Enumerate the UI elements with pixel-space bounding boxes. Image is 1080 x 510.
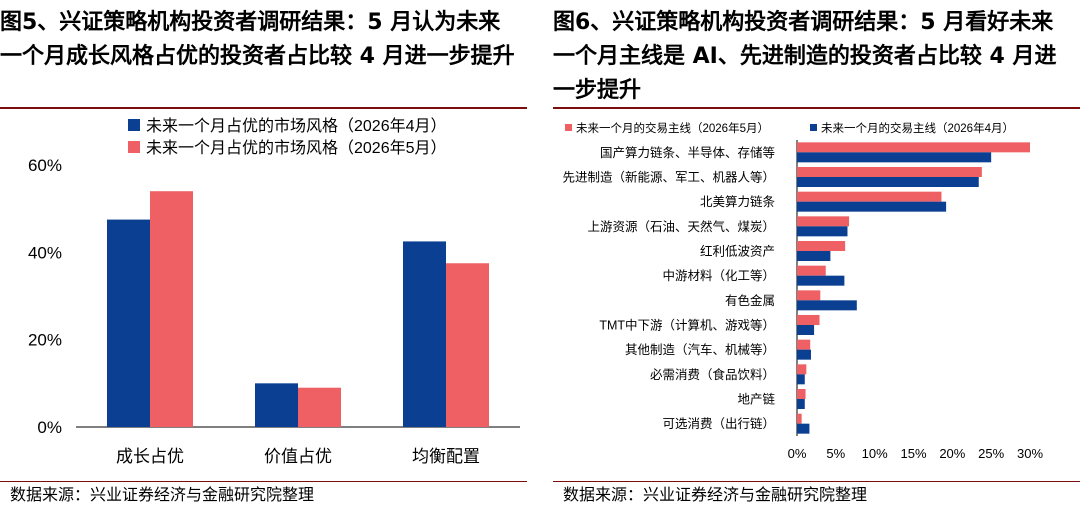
- bar: [107, 219, 150, 427]
- bar: [797, 300, 857, 311]
- legend-swatch: [565, 124, 572, 131]
- bar: [797, 226, 848, 237]
- bar: [797, 241, 846, 251]
- legend-swatch: [810, 124, 817, 131]
- bar: [797, 364, 807, 375]
- y-category-label: 国产算力链条、半导体、存储等: [600, 145, 775, 160]
- title-divider: [553, 107, 1080, 109]
- bottom-divider: [0, 481, 527, 482]
- title-divider: [0, 107, 527, 109]
- x-category-label: 均衡配置: [412, 447, 480, 466]
- x-tick-label: 10%: [862, 446, 888, 461]
- bar: [403, 241, 446, 427]
- bar: [797, 265, 826, 276]
- bar: [797, 399, 805, 409]
- bar: [797, 325, 815, 335]
- x-category-label: 价值占优: [264, 447, 332, 466]
- bar: [298, 387, 341, 427]
- y-category-label: TMT中下游（计算机、游戏等）: [599, 318, 775, 333]
- legend-swatch: [128, 141, 140, 153]
- x-tick-label: 5%: [826, 446, 845, 461]
- x-category-label: 成长占优: [116, 447, 184, 466]
- bar: [797, 152, 992, 163]
- bar: [150, 191, 193, 427]
- bar: [797, 191, 942, 202]
- bar: [797, 177, 979, 187]
- y-tick-label: 40%: [28, 243, 62, 262]
- bar: [797, 167, 982, 177]
- y-tick-label: 20%: [28, 331, 62, 350]
- bar: [797, 275, 845, 286]
- y-category-label: 可选消费（出行链）: [662, 416, 775, 431]
- x-tick-label: 15%: [900, 446, 926, 461]
- figure-5-title: 图5、兴证策略机构投资者调研结果：5 月认为未来一个月成长风格占优的投资者占比较…: [0, 10, 515, 69]
- x-tick-label: 25%: [978, 446, 1004, 461]
- figure-5-panel: 图5、兴证策略机构投资者调研结果：5 月认为未来一个月成长风格占优的投资者占比较…: [0, 0, 527, 510]
- legend-label: 未来一个月占优的市场风格（2026年4月）: [146, 117, 447, 135]
- bar: [797, 374, 805, 385]
- bar: [797, 315, 820, 325]
- bar: [446, 263, 489, 427]
- bar: [797, 251, 831, 261]
- bar: [797, 349, 811, 360]
- x-tick-label: 30%: [1017, 446, 1043, 461]
- bottom-divider: [553, 481, 1080, 482]
- y-category-label: 其他制造（汽车、机械等）: [625, 342, 775, 357]
- trading-theme-bar-chart: 未来一个月的交易主线（2026年5月） 未来一个月的交易主线（2026年4月） 国产…: [562, 121, 1043, 461]
- bar: [797, 389, 806, 399]
- y-category-label: 先进制造（新能源、军工、机器人等）: [562, 170, 775, 185]
- bar: [255, 383, 298, 427]
- y-category-label: 上游资源（石油、天然气、煤炭）: [587, 219, 775, 234]
- figure-6-source: 数据来源：兴业证券经济与金融研究院整理: [563, 485, 868, 504]
- bar: [797, 413, 802, 424]
- y-tick-label: 60%: [28, 156, 62, 175]
- y-category-label: 地产链: [737, 392, 775, 407]
- bar: [797, 339, 811, 350]
- legend-label: 未来一个月的交易主线（2026年4月）: [821, 121, 1014, 135]
- x-tick-label: 0%: [788, 446, 807, 461]
- legend-swatch: [128, 119, 140, 131]
- bar: [797, 142, 1030, 153]
- y-category-label: 必需消费（食品饮料）: [650, 367, 775, 382]
- y-category-label: 红利低波资产: [700, 244, 775, 259]
- legend-label: 未来一个月占优的市场风格（2026年5月）: [146, 139, 447, 157]
- y-category-label: 有色金属: [725, 293, 775, 308]
- y-tick-label: 0%: [37, 418, 62, 437]
- bar: [797, 290, 821, 301]
- figure-6-title: 图6、兴证策略机构投资者调研结果：5 月看好未来一个月主线是 AI、先进制造的投…: [553, 10, 1057, 103]
- y-category-label: 北美算力链条: [700, 194, 776, 209]
- style-preference-bar-chart: 未来一个月占优的市场风格（2026年4月） 未来一个月占优的市场风格（2026年5…: [28, 117, 520, 466]
- bar: [797, 423, 810, 434]
- x-tick-label: 20%: [939, 446, 965, 461]
- figure-6-panel: 图6、兴证策略机构投资者调研结果：5 月看好未来一个月主线是 AI、先进制造的投…: [553, 0, 1080, 510]
- figure-5-source: 数据来源：兴业证券经济与金融研究院整理: [10, 485, 315, 504]
- legend-label: 未来一个月的交易主线（2026年5月）: [576, 121, 769, 135]
- y-category-label: 中游材料（化工等）: [662, 268, 775, 283]
- bar: [797, 201, 947, 212]
- bar: [797, 216, 850, 227]
